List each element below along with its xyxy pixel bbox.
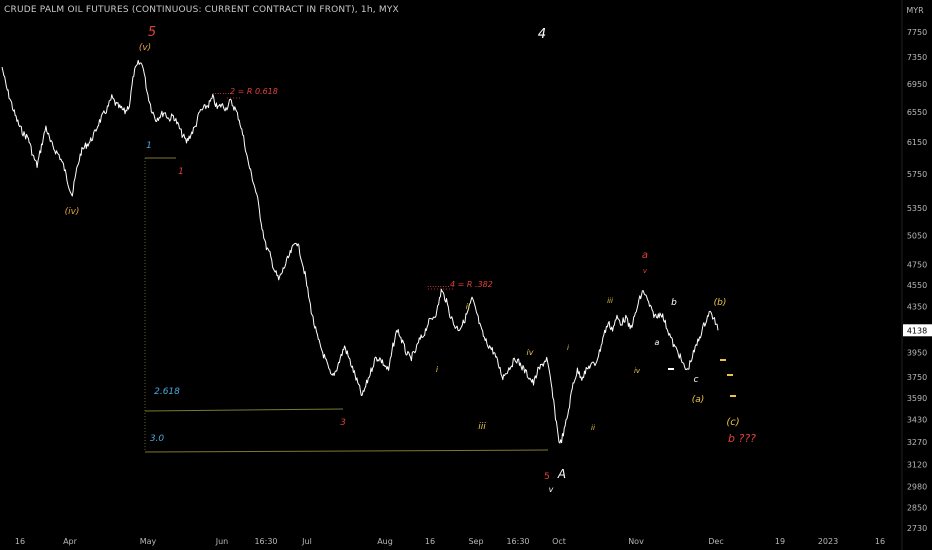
wave-label: ii [591, 424, 595, 432]
wave-label: c [694, 375, 699, 385]
y-tick-label: 7750 [907, 28, 927, 37]
y-tick-label: 3950 [907, 348, 927, 357]
wave-label: 3 [340, 418, 346, 428]
wave-label: iii [607, 297, 613, 305]
x-tick-label: 16:30 [506, 537, 529, 546]
wave-label: i [567, 344, 569, 352]
last-price-label: 4138 [907, 326, 927, 335]
wave-annotations: 5 (v) (iv) 4 1 1 .......2 = R 0.618 2.618 3.0 3..… [65, 25, 757, 494]
x-tick-label: 16 [875, 537, 885, 546]
wave-label: .......2 = R 0.618 [212, 87, 278, 96]
x-tick-label: Nov [628, 537, 644, 546]
fib-2618-line [144, 408, 344, 412]
x-tick-label: Jun [215, 537, 229, 546]
x-tick-label: Jul [301, 537, 312, 546]
y-tick-label: 2850 [907, 504, 927, 513]
wave-label: iv [634, 367, 641, 375]
wave-label: (b) [714, 298, 727, 308]
x-tick-label: 16 [15, 537, 25, 546]
price-series [1, 59, 719, 444]
x-tick-label: Aug [377, 537, 393, 546]
fib-3-line [144, 449, 549, 453]
wave-label: (v) [139, 43, 151, 53]
wave-label: 2.618 [154, 387, 180, 397]
wave-label: a [655, 338, 660, 347]
fib-lines [144, 97, 549, 453]
wave-label: v [643, 267, 648, 275]
wave-label: (iv) [65, 207, 80, 217]
y-tick-label: 6150 [907, 138, 927, 147]
wave-label: (c) [726, 417, 739, 428]
wave-label: 4 [538, 27, 546, 42]
x-tick-label: Oct [552, 537, 566, 546]
wave-label: b ??? [728, 432, 756, 445]
y-tick-label: 6950 [907, 80, 927, 89]
wave-label: i [436, 365, 439, 374]
currency-label: MYR [906, 6, 924, 15]
wave-label: a [642, 250, 648, 261]
wave-label: iii [478, 422, 486, 432]
y-tick-label: 3430 [907, 415, 927, 424]
price-line [1, 59, 719, 444]
x-tick-label: 2023 [818, 537, 838, 546]
x-tick-label: Apr [63, 537, 78, 546]
y-tick-label: 4550 [907, 281, 927, 290]
wave-label: v [549, 485, 554, 494]
y-tick-label: 4350 [907, 303, 927, 312]
wave-label: 5 [148, 25, 156, 40]
y-tick-label: 2980 [907, 482, 927, 491]
y-tick-label: 5050 [907, 232, 927, 241]
y-tick-label: 3120 [907, 461, 927, 470]
y-axis: MYR 2730 2850 2980 3120 3270 3430 3590 3750 3950 4… [901, 0, 932, 550]
y-tick-label: 5750 [907, 170, 927, 179]
y-tick-label: 2730 [907, 524, 927, 533]
y-tick-label: 3750 [907, 373, 927, 382]
y-tick-label: 7350 [907, 53, 927, 62]
wave-label: A [557, 467, 566, 481]
last-price-badge [903, 324, 932, 337]
wave-label: (a) [692, 395, 705, 405]
wave-label: iv [527, 348, 534, 357]
x-tick-label: 16 [425, 537, 435, 546]
wave-label: b [671, 298, 677, 308]
y-tick-label: 4750 [907, 261, 927, 270]
wave-label: 5 [544, 472, 550, 482]
wave-label: 1 [146, 141, 152, 151]
y-tick-label: 3270 [907, 438, 927, 447]
x-tick-label: Sep [468, 537, 483, 546]
y-tick-label: 3590 [907, 394, 927, 403]
x-tick-label: Dec [708, 537, 723, 546]
x-tick-label: 19 [775, 537, 785, 546]
x-tick-label: May [140, 537, 157, 546]
wave-label: 3.0 [150, 434, 165, 444]
wave-label: 1 [178, 167, 184, 177]
y-tick-label: 6550 [907, 108, 927, 117]
x-axis: 16 Apr May Jun 16:30 Jul Aug 16 Sep 16:30 Oct Nov De… [15, 537, 885, 546]
chart-title: CRUDE PALM OIL FUTURES (CONTINUOUS: CURR… [4, 5, 399, 15]
y-tick-label: 5350 [907, 204, 927, 213]
wave-label: .........4 = R .382 [427, 280, 493, 289]
x-tick-label: 16:30 [254, 537, 277, 546]
wave-label: ii [466, 302, 471, 311]
